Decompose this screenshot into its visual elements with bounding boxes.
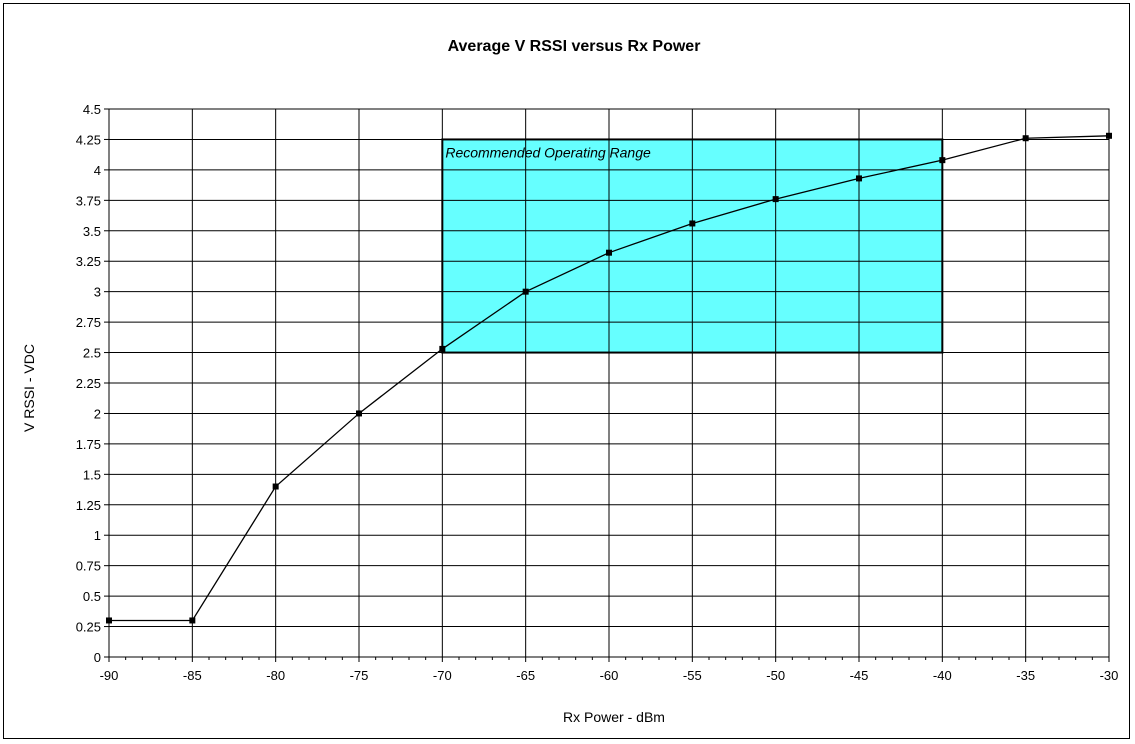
data-point: [1106, 132, 1112, 139]
x-tick-label: -80: [266, 668, 285, 683]
x-tick-label: -75: [350, 668, 369, 683]
data-point: [439, 345, 446, 352]
x-tick-label: -85: [183, 668, 202, 683]
data-point: [356, 410, 362, 417]
data-point: [189, 617, 196, 624]
x-tick-label: -50: [766, 668, 785, 683]
y-tick-label: 2.25: [76, 376, 101, 391]
y-tick-label: 4.25: [76, 132, 101, 147]
y-tick-label: 3.25: [76, 254, 101, 269]
operating-range-label: Recommended Operating Range: [445, 144, 651, 160]
data-point: [522, 288, 529, 295]
y-tick-label: 0: [94, 650, 101, 665]
data-point: [106, 617, 112, 624]
y-tick-label: 0.75: [76, 559, 101, 574]
y-tick-label: 1: [94, 528, 101, 543]
x-tick-label: -60: [600, 668, 619, 683]
data-point: [772, 196, 779, 203]
y-tick-label: 0.5: [83, 589, 101, 604]
y-tick-label: 4.5: [83, 102, 101, 117]
y-tick-label: 1.25: [76, 498, 101, 513]
x-axis-label: Rx Power - dBm: [563, 709, 665, 725]
y-tick-label: 1.75: [76, 437, 101, 452]
data-point: [689, 220, 696, 227]
x-tick-label: -35: [1016, 668, 1035, 683]
x-tick-label: -70: [433, 668, 452, 683]
chart-frame: Average V RSSI versus Rx Power -90 -85 -80…: [3, 3, 1130, 739]
x-tick-label: -30: [1100, 668, 1119, 683]
y-axis-label: V RSSI - VDC: [21, 344, 37, 432]
y-tick-label: 2.75: [76, 315, 101, 330]
x-tick-label: -40: [933, 668, 952, 683]
y-tick-label: 1.5: [83, 467, 101, 482]
y-tick-label: 3.75: [76, 193, 101, 208]
data-point: [606, 249, 612, 256]
x-tick-label: -90: [100, 668, 119, 683]
data-point: [939, 157, 946, 164]
x-tick-label: -55: [683, 668, 702, 683]
y-tick-label: 3.5: [83, 224, 101, 239]
x-tick-label: -45: [850, 668, 869, 683]
y-tick-label: 2: [94, 406, 101, 421]
chart-svg: Average V RSSI versus Rx Power -90 -85 -80…: [21, 38, 1119, 725]
y-tick-label: 2.5: [83, 346, 101, 361]
y-tick-label: 4: [94, 163, 101, 178]
chart-title: Average V RSSI versus Rx Power: [448, 38, 701, 55]
data-point: [272, 483, 279, 490]
y-tick-label: 3: [94, 285, 101, 300]
data-point: [856, 175, 862, 182]
x-tick-label: -65: [516, 668, 535, 683]
y-tick-label: 0.25: [76, 620, 101, 635]
data-point: [1022, 135, 1029, 142]
